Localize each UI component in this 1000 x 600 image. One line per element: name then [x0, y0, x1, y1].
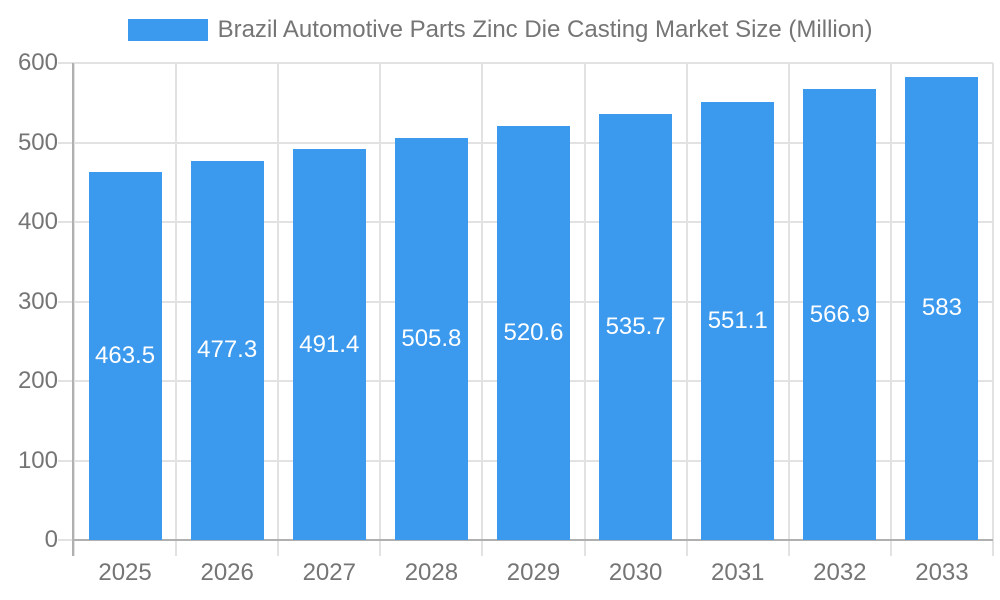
x-axis-tick — [73, 540, 75, 556]
bar-2029[interactable]: 520.6 — [497, 126, 570, 540]
bar-value-label: 463.5 — [95, 341, 156, 369]
x-axis-tick — [481, 540, 484, 556]
x-axis-tick — [992, 540, 994, 556]
y-axis-tick — [58, 300, 74, 303]
y-axis-tick — [58, 459, 74, 462]
legend-swatch[interactable] — [127, 19, 208, 41]
x-axis-tick-label: 2025 — [98, 559, 152, 586]
x-axis-tick — [379, 540, 382, 556]
bar-value-label: 477.3 — [197, 336, 258, 364]
x-axis-tick — [583, 540, 586, 556]
bar-value-label: 520.6 — [503, 319, 564, 347]
x-gridline — [787, 63, 790, 540]
bar-2025[interactable]: 463.5 — [88, 171, 162, 540]
y-axis-tick-label: 300 — [17, 287, 58, 315]
x-axis-tick-label: 2029 — [506, 559, 561, 586]
x-gridline — [175, 63, 178, 540]
bar-value-label: 505.8 — [401, 324, 462, 352]
x-gridline — [73, 63, 75, 540]
chart-legend[interactable]: Brazil Automotive Parts Zinc Die Casting… — [0, 16, 1000, 44]
y-axis-tick-label: 400 — [17, 208, 58, 235]
y-axis-tick — [58, 380, 74, 382]
legend-label: Brazil Automotive Parts Zinc Die Casting… — [217, 16, 873, 43]
y-axis-tick-label: 100 — [17, 446, 58, 474]
bar-value-label: 566.9 — [809, 300, 870, 328]
y-axis-tick-label: 200 — [17, 367, 58, 394]
x-axis-tick-label: 2031 — [711, 559, 765, 586]
y-axis-tick-label: 500 — [17, 128, 58, 156]
x-axis-tick-label: 2027 — [302, 559, 356, 586]
y-axis-tick — [58, 539, 74, 541]
x-axis-tick — [787, 540, 790, 556]
bar-2031[interactable]: 551.1 — [701, 101, 775, 540]
bar-value-label: 551.1 — [707, 306, 768, 334]
x-axis-tick-label: 2032 — [813, 559, 867, 586]
x-axis-tick — [175, 540, 178, 556]
x-axis-line — [72, 539, 993, 541]
bar-value-label: 535.7 — [605, 313, 666, 341]
y-axis-line — [72, 63, 74, 556]
x-gridline — [379, 63, 382, 540]
x-gridline — [992, 63, 994, 540]
x-gridline — [583, 63, 586, 540]
bar-value-label: 583 — [921, 294, 962, 322]
y-axis-tick-label: 600 — [17, 49, 58, 76]
y-axis-tick-label: 0 — [44, 526, 58, 553]
x-axis-tick — [889, 540, 892, 556]
x-axis-tick-label: 2033 — [915, 559, 969, 586]
bar-2027[interactable]: 491.4 — [292, 149, 366, 540]
x-axis-tick-label: 2028 — [404, 559, 459, 586]
bar-value-label: 491.4 — [299, 330, 360, 358]
x-axis-tick-label: 2026 — [200, 559, 254, 586]
x-gridline — [685, 63, 688, 540]
x-gridline — [277, 63, 280, 540]
x-axis-tick — [277, 540, 280, 556]
bar-2032[interactable]: 566.9 — [803, 89, 877, 540]
y-axis-tick — [58, 141, 74, 144]
x-gridline — [481, 63, 484, 540]
bar-2030[interactable]: 535.7 — [599, 114, 673, 540]
y-axis-tick — [58, 62, 74, 64]
y-axis-tick — [58, 221, 74, 223]
bar-2028[interactable]: 505.8 — [394, 137, 468, 540]
x-gridline — [889, 63, 892, 540]
x-axis-tick-label: 2030 — [608, 559, 663, 586]
x-axis-tick — [685, 540, 688, 556]
bar-2033[interactable]: 583 — [905, 76, 979, 540]
y-gridline — [74, 62, 993, 64]
bar-2026[interactable]: 477.3 — [190, 160, 264, 540]
